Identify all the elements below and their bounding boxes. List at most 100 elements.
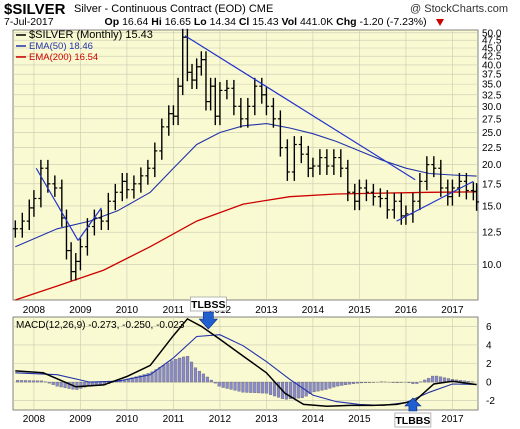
annotation-label: TLBSS [191,299,225,311]
low-value: 14.34 [209,16,236,28]
annotation-label: TLBBS [395,415,430,427]
macd-histogram-bar [466,381,470,383]
macd-histogram-bar [344,381,348,386]
price-x-tick-label: 2014 [302,305,325,316]
macd-x-tick-label: 2015 [348,414,371,425]
price-bar [198,51,204,76]
annotation-box [190,296,227,312]
macd-histogram-bar [170,360,174,383]
price-y-tick-label: 30.0 [482,102,502,113]
price-bar [474,183,480,211]
price-bar [445,179,451,206]
macd-histogram-bar [142,374,146,383]
volume-value: 441.0K [299,16,334,28]
price-bar [238,97,244,128]
price-bar [263,86,269,116]
macd-histogram-bar [304,381,308,397]
price-y-tick-label: 25.0 [482,128,502,139]
macd-x-tick-label: 2014 [302,414,325,425]
macd-histogram-bar [269,381,273,395]
price-bar [310,157,316,178]
macd-histogram-bar [284,381,288,400]
macd-histogram-bar [158,367,162,383]
macd-histogram-bar [35,380,39,383]
macd-histogram-bar [257,381,261,394]
macd-x-tick-label: 2017 [441,414,464,425]
macd-histogram-bar [51,381,55,385]
price-x-tick-label: 2009 [69,305,92,316]
price-bar [170,105,176,126]
price-y-tick-label: 40.0 [482,60,502,71]
change-down-icon [435,18,444,26]
price-y-tick-label: 12.5 [482,228,502,239]
price-bar [384,190,390,219]
price-bar [166,105,172,136]
price-bar [131,175,137,199]
price-y-tick-label: 32.5 [482,90,502,101]
high-label: Hi [151,16,162,28]
macd-histogram-bar [241,381,245,393]
price-bar [19,212,25,238]
macd-histogram-bar [249,381,253,393]
macd-histogram-bar [407,381,411,383]
macd-annotation: TLBBS [394,397,432,428]
macd-histogram-bar [16,380,20,383]
price-bar [31,190,37,217]
price-bar [208,77,214,111]
macd-histogram-bar [316,381,320,392]
brand-label: @ StockCharts.com [410,3,508,15]
legend-entry: EMA(200) 16.54 [29,52,98,63]
legend-entry: EMA(50) 18.46 [29,41,93,52]
high-value: 16.65 [164,16,191,28]
price-bar [145,159,151,185]
price-bar [345,159,351,202]
price-bar [377,188,383,208]
macd-histogram-bar [363,381,368,383]
macd-histogram-bar [182,356,186,383]
macd-histogram-bar [296,381,300,399]
macd-title: MACD(12,26,9) -0.273, -0.250, -0.023 [16,320,185,331]
macd-histogram-bar [166,362,170,383]
macd-histogram-bar [352,381,356,384]
price-x-tick-label: 2008 [23,305,46,316]
price-bar [98,209,104,231]
macd-histogram-bar [415,381,419,384]
macd-histogram-bar [427,377,431,383]
price-bar [370,183,376,206]
macd-histogram-bar [300,381,304,398]
macd-histogram-bar [190,361,194,383]
macd-histogram-bar [138,375,142,383]
macd-histogram-bar [253,381,257,393]
price-y-tick-label: 35.0 [482,80,502,91]
macd-histogram-bar [67,381,71,389]
macd-histogram-bar [162,364,166,383]
price-bar [270,97,276,128]
chart-description: Silver - Continuous Contract (EOD) CME [74,4,273,15]
macd-y-tick-label: 0 [486,378,492,389]
volume-label: Vol [281,16,298,28]
price-bar [68,242,74,281]
macd-y-tick-label: -2 [486,396,495,407]
open-value: 16.64 [122,16,149,28]
price-bar [277,110,283,157]
price-bar [298,136,304,164]
macd-histogram-bar [442,377,447,383]
low-label: Lo [193,16,207,28]
price-bar [38,159,44,208]
price-y-tick-label: 37.5 [482,70,502,81]
price-bar [12,220,18,238]
macd-histogram-bar [39,380,43,383]
change-label: Chg [336,16,357,28]
price-x-tick-label: 2017 [441,305,464,316]
price-bar [352,183,358,211]
price-bar [124,172,130,199]
macd-y-tick-label: 4 [486,340,492,351]
macd-histogram-bar [336,381,340,387]
price-y-tick-label: 47.5 [482,36,502,47]
price-bar [305,145,311,178]
macd-histogram-bar [245,381,249,393]
price-bar [317,149,323,175]
macd-histogram-bar [59,381,63,388]
macd-histogram-bar [237,381,241,392]
price-bar [338,149,344,178]
